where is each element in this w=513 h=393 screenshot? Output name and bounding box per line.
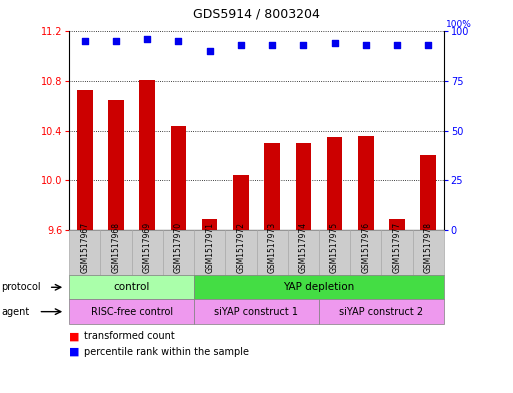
Bar xyxy=(420,156,436,230)
Bar xyxy=(140,80,155,230)
Text: GSM1517968: GSM1517968 xyxy=(111,222,121,273)
Point xyxy=(237,42,245,48)
Text: ■: ■ xyxy=(69,347,80,357)
Text: GSM1517969: GSM1517969 xyxy=(143,222,152,273)
Text: transformed count: transformed count xyxy=(84,331,174,342)
Text: GSM1517970: GSM1517970 xyxy=(174,222,183,273)
Text: protocol: protocol xyxy=(1,282,41,292)
Text: RISC-free control: RISC-free control xyxy=(91,307,173,317)
Text: GSM1517978: GSM1517978 xyxy=(424,222,432,273)
Text: control: control xyxy=(113,282,150,292)
Bar xyxy=(108,100,124,230)
Text: GSM1517977: GSM1517977 xyxy=(392,222,402,273)
Text: siYAP construct 1: siYAP construct 1 xyxy=(214,307,299,317)
Bar xyxy=(295,143,311,230)
Text: GSM1517975: GSM1517975 xyxy=(330,222,339,273)
Point xyxy=(81,38,89,44)
Point xyxy=(174,38,183,44)
Bar xyxy=(171,126,186,230)
Point xyxy=(362,42,370,48)
Text: YAP depletion: YAP depletion xyxy=(283,282,354,292)
Point xyxy=(268,42,276,48)
Point xyxy=(143,36,151,42)
Point xyxy=(330,40,339,46)
Bar xyxy=(358,136,373,230)
Text: GSM1517967: GSM1517967 xyxy=(81,222,89,273)
Bar xyxy=(264,143,280,230)
Bar xyxy=(77,90,93,230)
Bar xyxy=(233,175,249,230)
Text: GSM1517976: GSM1517976 xyxy=(361,222,370,273)
Text: GSM1517973: GSM1517973 xyxy=(268,222,277,273)
Text: percentile rank within the sample: percentile rank within the sample xyxy=(84,347,249,357)
Text: GDS5914 / 8003204: GDS5914 / 8003204 xyxy=(193,7,320,20)
Text: GSM1517974: GSM1517974 xyxy=(299,222,308,273)
Text: agent: agent xyxy=(1,307,29,317)
Text: GSM1517971: GSM1517971 xyxy=(205,222,214,273)
Point xyxy=(112,38,120,44)
Point xyxy=(393,42,401,48)
Bar xyxy=(327,137,342,230)
Bar xyxy=(389,219,405,230)
Text: GSM1517972: GSM1517972 xyxy=(236,222,245,273)
Bar xyxy=(202,219,218,230)
Point xyxy=(424,42,432,48)
Point xyxy=(299,42,307,48)
Point xyxy=(206,48,214,54)
Text: 100%: 100% xyxy=(446,20,472,29)
Text: ■: ■ xyxy=(69,331,80,342)
Text: siYAP construct 2: siYAP construct 2 xyxy=(339,307,423,317)
